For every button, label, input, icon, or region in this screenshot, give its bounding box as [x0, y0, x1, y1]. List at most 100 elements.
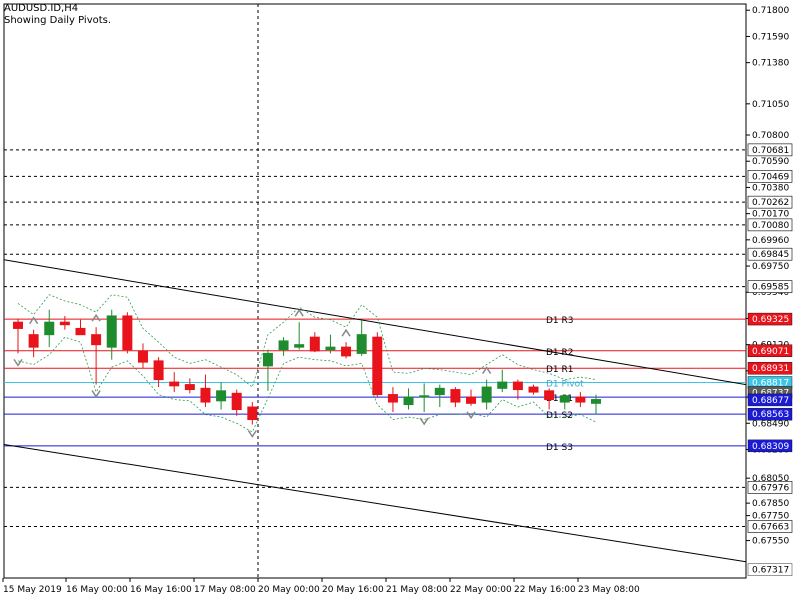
level-price-label: 0.70080	[752, 221, 789, 231]
candle-body[interactable]	[434, 387, 445, 396]
fractal-down-marker	[91, 390, 101, 398]
pivot-price-label: 0.68817	[752, 378, 789, 388]
chart-indicator-note: Showing Daily Pivots.	[4, 15, 112, 26]
fractal-up-marker	[28, 316, 39, 325]
pivot-line-label: D1 Pivot	[546, 379, 584, 389]
x-tick-label: 16 May 16:00	[130, 585, 192, 595]
y-tick-label: 0.71380	[752, 59, 789, 69]
pivot-price-label: 0.69325	[752, 315, 789, 325]
pivot-price-label: 0.68677	[752, 396, 789, 406]
plot-frame	[3, 3, 747, 579]
y-tick-label: 0.67750	[752, 512, 789, 522]
candle-body[interactable]	[59, 321, 70, 326]
level-price-box	[747, 247, 793, 261]
fractal-down-marker	[13, 358, 23, 367]
candle-body[interactable]	[153, 360, 164, 381]
candle-body[interactable]	[106, 315, 117, 348]
x-tick-label: 22 May 16:00	[514, 585, 576, 595]
pivot-price-box	[747, 439, 793, 453]
candle-body[interactable]	[169, 381, 180, 387]
y-tick-label: 0.69750	[752, 262, 789, 272]
candle-body[interactable]	[591, 399, 601, 404]
candle-body[interactable]	[341, 346, 352, 357]
level-price-box	[747, 195, 793, 209]
pivot-price-label: 0.68309	[752, 442, 789, 452]
y-tick-label: 0.70380	[752, 183, 789, 193]
candle-body[interactable]	[184, 384, 195, 391]
fractal-up-marker	[91, 313, 101, 322]
level-price-box	[747, 143, 793, 157]
candle-body[interactable]	[497, 381, 508, 389]
chart-symbol-timeframe: AUDUSD.ID,H4	[4, 3, 79, 14]
pivot-price-label: 0.69071	[752, 347, 789, 357]
level-price-label: 0.70262	[752, 198, 789, 208]
candle-body[interactable]	[481, 386, 492, 403]
level-price-box	[747, 520, 793, 533]
envelope-lower-line	[17, 336, 597, 433]
y-tick-label: 0.69540	[752, 288, 789, 298]
level-price-label: 0.67663	[752, 522, 789, 532]
candle-body[interactable]	[216, 390, 227, 402]
pivot-line-label: D1 R3	[546, 316, 574, 326]
candle-body[interactable]	[575, 396, 586, 403]
level-price-box	[747, 481, 793, 494]
pivot-line-label: D1 R1	[546, 365, 574, 375]
x-tick-label: 20 May 16:00	[322, 585, 384, 595]
candle-body[interactable]	[559, 395, 570, 403]
level-price-label: 0.69585	[752, 283, 789, 293]
candle-body[interactable]	[325, 346, 336, 351]
candle-body[interactable]	[262, 352, 273, 367]
candle-body[interactable]	[28, 334, 39, 348]
candle-body[interactable]	[387, 394, 398, 403]
candle-body[interactable]	[122, 315, 133, 351]
candle-body[interactable]	[278, 340, 289, 351]
candle-body[interactable]	[44, 321, 55, 336]
level-price-box	[747, 280, 793, 293]
fractal-down-marker	[419, 417, 429, 426]
pivot-price-label: 0.68931	[752, 364, 789, 374]
candle-body[interactable]	[231, 392, 242, 411]
candle-body[interactable]	[13, 321, 23, 329]
fractal-up-marker	[482, 366, 492, 375]
level-price-label: 0.70681	[752, 146, 789, 156]
candle-body[interactable]	[528, 386, 539, 393]
y-tick-label: 0.68050	[752, 474, 789, 484]
y-tick-label: 0.71800	[752, 6, 789, 16]
candle-body[interactable]	[294, 344, 305, 348]
candle-body[interactable]	[403, 396, 414, 406]
pivot-price-box	[747, 344, 793, 357]
y-tick-label: 0.70590	[752, 157, 789, 167]
candle-body[interactable]	[247, 406, 258, 421]
candle-body[interactable]	[372, 336, 383, 396]
level-price-label: 0.70469	[752, 172, 789, 182]
candle-body[interactable]	[450, 389, 461, 403]
y-tick-label: 0.71050	[752, 100, 789, 110]
candle-body[interactable]	[544, 390, 555, 401]
y-tick-label: 0.67850	[752, 499, 789, 509]
level-price-box	[747, 170, 793, 183]
fractal-up-marker	[294, 308, 304, 317]
candle-body[interactable]	[137, 350, 148, 363]
candle-body[interactable]	[75, 327, 86, 336]
candle-body[interactable]	[200, 387, 211, 403]
y-tick-label: 0.70800	[752, 131, 789, 141]
pivot-line-label: D1 S1	[546, 394, 573, 404]
candle-body[interactable]	[309, 336, 320, 352]
y-tick-label: 0.67550	[752, 537, 789, 547]
pivot-price-box	[747, 563, 793, 576]
candle-body[interactable]	[91, 334, 102, 346]
level-price-label: 0.69845	[752, 250, 789, 260]
y-tick-label: 0.68490	[752, 419, 789, 429]
x-tick-label: 17 May 08:00	[194, 585, 256, 595]
candle-body[interactable]	[466, 396, 477, 404]
x-tick-label: 15 May 2019	[3, 585, 62, 595]
pivot-price-box	[747, 312, 793, 326]
pivot-price-box	[747, 407, 793, 421]
pivot-price-label: 0.67317	[752, 566, 789, 576]
candle-body[interactable]	[356, 334, 367, 354]
candle-body[interactable]	[512, 381, 523, 391]
envelope-upper-line	[17, 294, 597, 388]
candle-body[interactable]	[419, 395, 430, 398]
pivot-price-box	[747, 362, 793, 375]
